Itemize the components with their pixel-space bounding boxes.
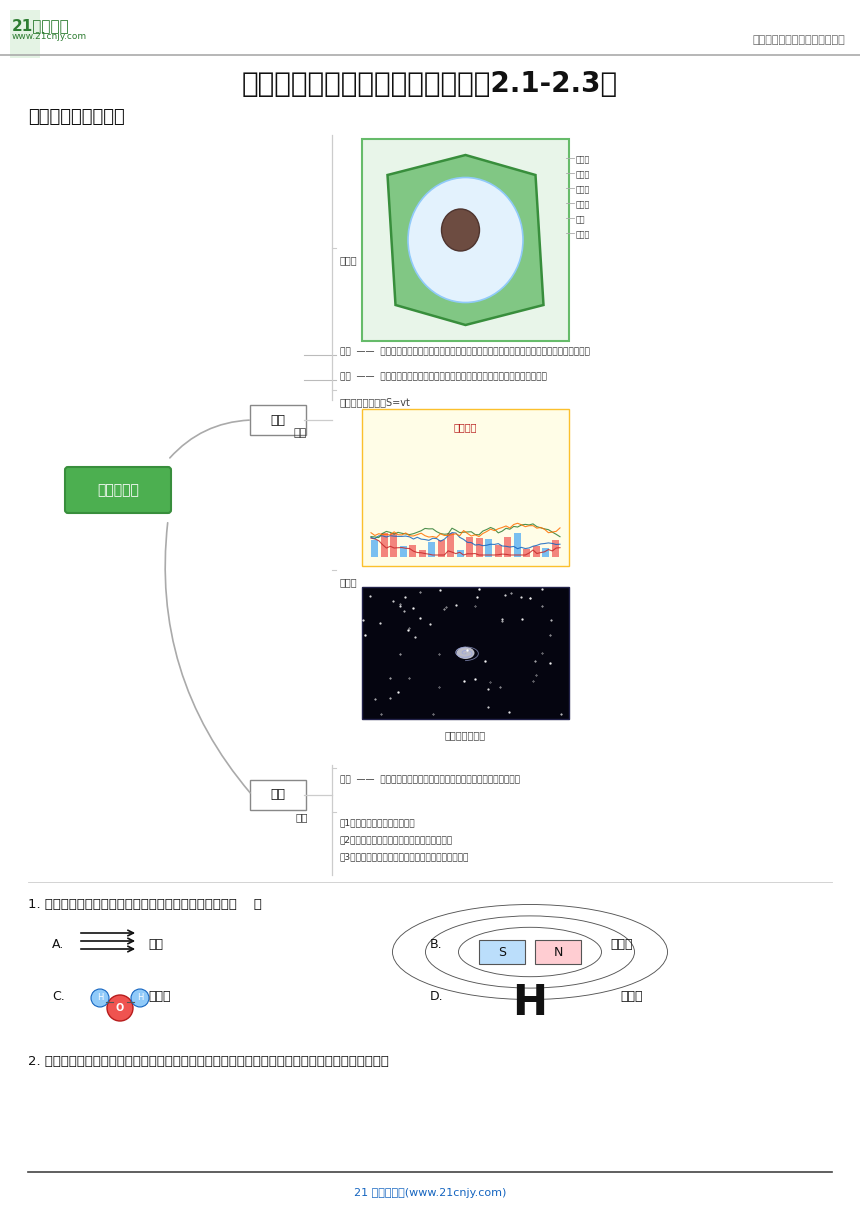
FancyBboxPatch shape — [362, 409, 569, 565]
Bar — [504, 537, 511, 557]
Text: D.: D. — [430, 990, 444, 1003]
Bar — [428, 542, 435, 557]
FancyBboxPatch shape — [479, 940, 525, 964]
Text: 作用  ——  模型常常可以帮助人们认识和理解一些不能直接观察到的或复杂的事物: 作用 —— 模型常常可以帮助人们认识和理解一些不能直接观察到的或复杂的事物 — [340, 372, 547, 381]
Circle shape — [107, 995, 133, 1021]
Bar — [447, 533, 454, 557]
FancyBboxPatch shape — [362, 139, 569, 340]
Text: 光线: 光线 — [148, 938, 163, 951]
Text: N: N — [553, 946, 562, 958]
Text: H: H — [97, 993, 103, 1002]
Text: 2. 模型常常可以帮助人们认识和理解一些不能直接观察到的或复杂的事物，仔细观察下列四幅图片，: 2. 模型常常可以帮助人们认识和理解一些不能直接观察到的或复杂的事物，仔细观察下… — [28, 1055, 389, 1068]
Text: C.: C. — [52, 990, 64, 1003]
FancyBboxPatch shape — [535, 940, 581, 964]
Bar — [419, 550, 426, 557]
Ellipse shape — [441, 209, 480, 250]
FancyBboxPatch shape — [65, 467, 171, 513]
Circle shape — [91, 989, 109, 1007]
FancyBboxPatch shape — [250, 405, 306, 435]
Bar — [523, 548, 530, 557]
Text: H: H — [513, 983, 548, 1024]
Bar — [390, 533, 397, 557]
Text: 磁感线: 磁感线 — [610, 938, 632, 951]
Text: O: O — [116, 1003, 124, 1013]
Text: 细胞质: 细胞质 — [576, 230, 590, 240]
Bar — [380, 533, 388, 557]
Bar — [513, 533, 520, 557]
FancyBboxPatch shape — [250, 779, 306, 810]
Bar — [532, 546, 539, 557]
Text: 概念  ——  模型是依照实物的形状和结构按比例制成的物品，是用来显示复杂事物或过程的表现手段: 概念 —— 模型是依照实物的形状和结构按比例制成的物品，是用来显示复杂事物或过程… — [340, 347, 590, 356]
Text: 21 世纪教育网(www.21cnjy.com): 21 世纪教育网(www.21cnjy.com) — [353, 1188, 507, 1198]
Ellipse shape — [408, 178, 523, 303]
Text: H: H — [137, 993, 143, 1002]
Text: 作用: 作用 — [296, 812, 309, 822]
Text: （1）能简单明了地表示事物；: （1）能简单明了地表示事物； — [340, 818, 415, 827]
Text: 复杂的对象示意: 复杂的对象示意 — [445, 730, 486, 741]
FancyBboxPatch shape — [10, 10, 40, 58]
Bar — [466, 537, 473, 557]
Bar — [542, 548, 549, 557]
Text: 21世纪教育: 21世纪教育 — [12, 18, 70, 33]
Bar — [551, 540, 558, 557]
Text: 一个表: 一个表 — [340, 578, 358, 587]
Text: 中小学教育资源及组卷应用平台: 中小学教育资源及组卷应用平台 — [752, 35, 845, 45]
Bar — [494, 545, 501, 557]
Bar — [476, 537, 482, 557]
Bar — [438, 540, 445, 557]
Ellipse shape — [457, 647, 475, 659]
Polygon shape — [388, 154, 544, 325]
Text: 概念  ——  用来表达某种意义的字母或图形，具有某种约定俗成的意义: 概念 —— 用来表达某种意义的字母或图形，具有某种约定俗成的意义 — [340, 775, 520, 784]
Text: www.21cnjy.com: www.21cnjy.com — [12, 32, 87, 41]
Text: 一幅图: 一幅图 — [340, 255, 358, 265]
Text: 符号: 符号 — [271, 788, 286, 801]
FancyBboxPatch shape — [362, 587, 569, 719]
Text: A.: A. — [52, 938, 64, 951]
Bar — [485, 539, 492, 557]
Bar — [371, 540, 378, 557]
Circle shape — [131, 989, 149, 1007]
Text: 浙教版八下科学第五周周末专题（2.1-2.3）: 浙教版八下科学第五周周末专题（2.1-2.3） — [242, 71, 618, 98]
Text: （3）可避免由于表达的文字语言不同而引起的混乱。: （3）可避免由于表达的文字语言不同而引起的混乱。 — [340, 852, 470, 861]
Text: B.: B. — [430, 938, 443, 951]
Text: 模型与符号: 模型与符号 — [97, 483, 139, 497]
Text: （2）可避免由于事物外形不同而引起的混乱；: （2）可避免由于事物外形不同而引起的混乱； — [340, 835, 453, 844]
Text: 类型: 类型 — [294, 428, 307, 438]
Text: 一个数学公式，如S=vt: 一个数学公式，如S=vt — [340, 396, 411, 407]
Text: 1. 模型法是学习科学的重要方法。下列不属于模型的是（    ）: 1. 模型法是学习科学的重要方法。下列不属于模型的是（ ） — [28, 897, 262, 911]
Bar — [400, 546, 407, 557]
Text: 液泡: 液泡 — [576, 215, 586, 224]
Text: S: S — [498, 946, 506, 958]
Bar — [409, 545, 416, 557]
Text: 一、区分符号与模型: 一、区分符号与模型 — [28, 108, 125, 126]
Text: 上证指数: 上证指数 — [454, 422, 477, 432]
Text: 叶绿体: 叶绿体 — [576, 185, 590, 195]
Text: 细胞壁: 细胞壁 — [576, 154, 590, 164]
Text: 模型: 模型 — [271, 413, 286, 427]
Text: 水分子: 水分子 — [148, 990, 170, 1003]
Text: 细胞膜: 细胞膜 — [576, 170, 590, 179]
Bar — [457, 550, 464, 557]
Text: 氢元素: 氢元素 — [620, 990, 642, 1003]
Text: 细胞核: 细胞核 — [576, 199, 590, 209]
